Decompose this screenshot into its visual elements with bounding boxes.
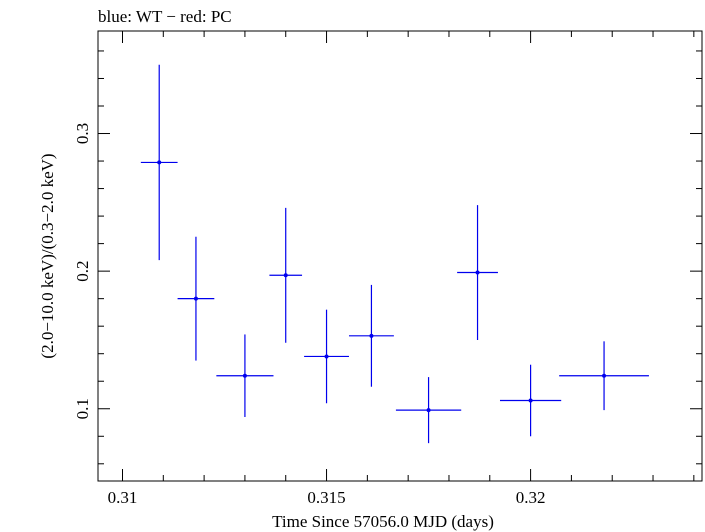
data-point bbox=[193, 296, 198, 301]
data-point bbox=[426, 408, 431, 413]
data-point bbox=[475, 270, 480, 275]
x-tick-label: 0.32 bbox=[516, 488, 546, 507]
data-point bbox=[602, 373, 607, 378]
series-wt bbox=[140, 64, 649, 444]
x-axis-ticks bbox=[121, 31, 695, 481]
data-point bbox=[283, 273, 288, 278]
y-axis-label: (2.0−10.0 keV)/(0.3−2.0 keV) bbox=[38, 153, 57, 358]
data-point bbox=[528, 398, 533, 403]
x-tick-label: 0.31 bbox=[108, 488, 138, 507]
chart-title: blue: WT − red: PC bbox=[98, 7, 232, 26]
x-axis-tick-labels: 0.31 0.315 0.32 bbox=[108, 488, 546, 507]
data-point bbox=[242, 373, 247, 378]
y-tick-label: 0.3 bbox=[73, 123, 92, 144]
data-point bbox=[369, 333, 374, 338]
plot-frame bbox=[97, 30, 703, 482]
x-tick-label: 0.315 bbox=[307, 488, 345, 507]
y-axis-ticks bbox=[98, 50, 702, 465]
data-point bbox=[324, 354, 329, 359]
data-point bbox=[157, 160, 162, 165]
y-tick-label: 0.2 bbox=[73, 261, 92, 282]
y-axis-tick-labels: 0.1 0.2 0.3 bbox=[73, 123, 92, 419]
y-tick-label: 0.1 bbox=[73, 398, 92, 419]
data-series bbox=[140, 64, 649, 444]
x-axis-label: Time Since 57056.0 MJD (days) bbox=[272, 512, 494, 531]
